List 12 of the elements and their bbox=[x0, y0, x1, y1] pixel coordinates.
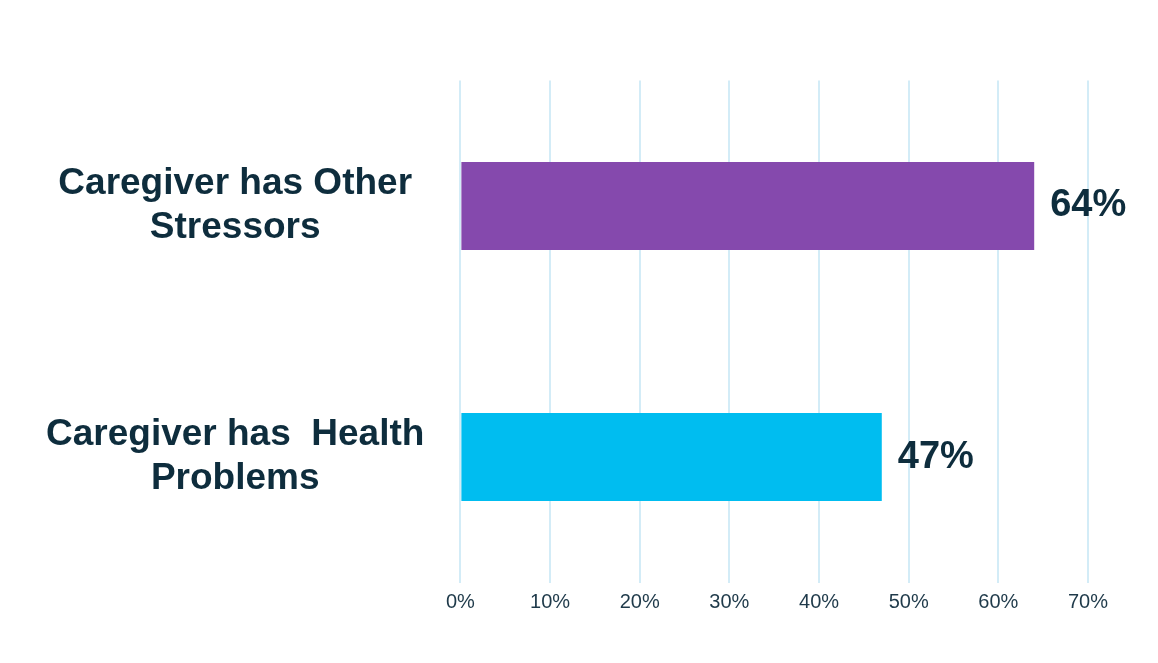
data-label: 64% bbox=[1050, 182, 1127, 225]
x-tick-label: 60% bbox=[978, 590, 1019, 613]
x-tick-label: 20% bbox=[619, 590, 660, 613]
x-tick-label: 30% bbox=[709, 590, 750, 613]
x-tick-label: 40% bbox=[799, 590, 840, 613]
x-tick-label: 0% bbox=[445, 590, 476, 613]
x-tick-label: 50% bbox=[888, 590, 929, 613]
x-tick-label: 70% bbox=[1067, 590, 1109, 613]
data-label: 47% bbox=[897, 433, 974, 476]
y-tick-label: Caregiver has Other Stressors bbox=[58, 160, 413, 247]
y-tick-label: Caregiver has Health Problems bbox=[46, 412, 425, 498]
x-tick-label: 10% bbox=[530, 590, 571, 613]
